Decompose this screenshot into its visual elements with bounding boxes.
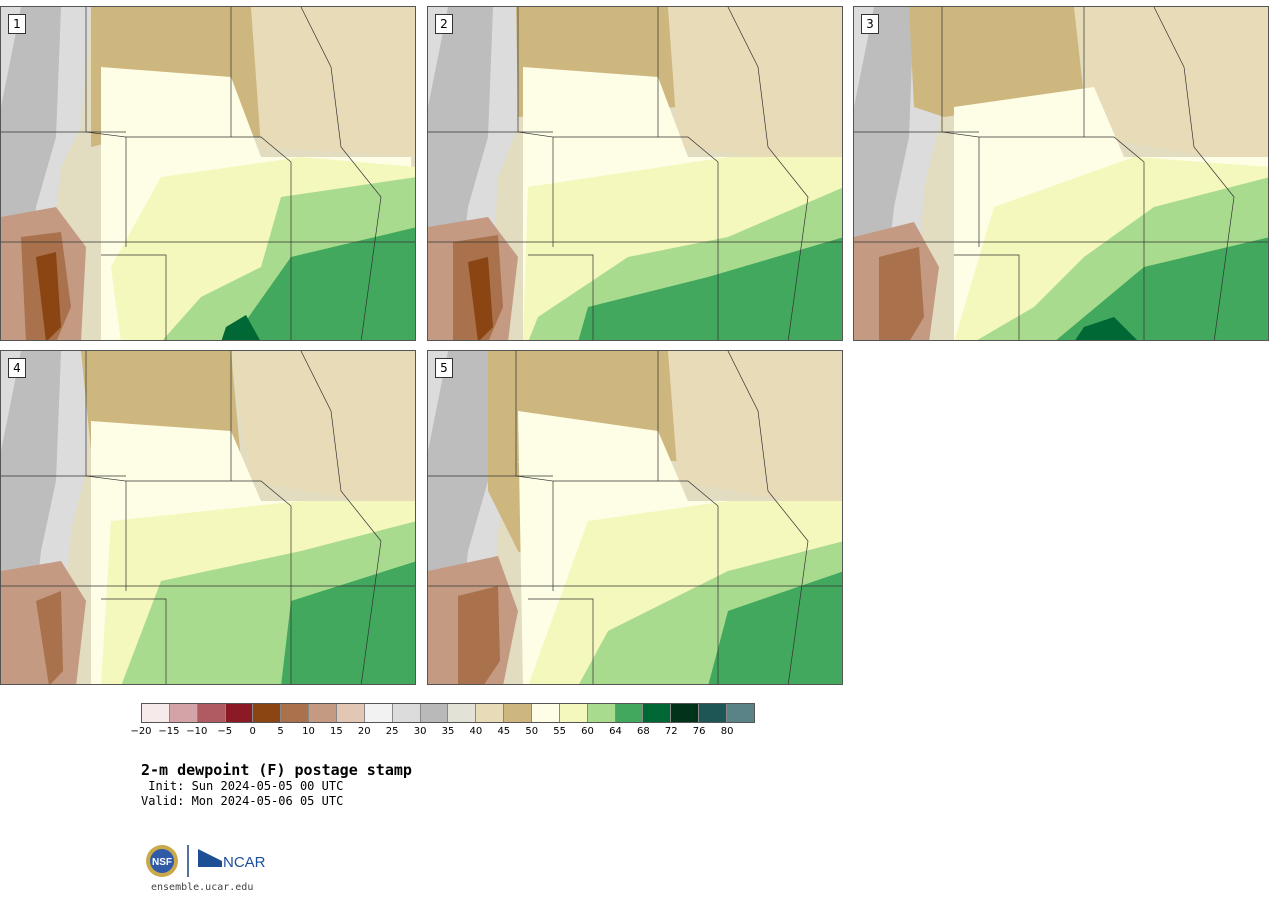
colorbar-segment — [142, 704, 170, 722]
colorbar-segment — [448, 704, 477, 722]
colorbar-tick-label: −10 — [186, 726, 208, 737]
colorbar-tick-label: 80 — [720, 726, 734, 737]
colorbar-segment — [309, 704, 338, 722]
logos: NSF NCAR — [144, 843, 274, 879]
valid-time: Valid: Mon 2024-05-06 05 UTC — [141, 794, 344, 808]
ncar-logo-text: NCAR — [223, 854, 266, 871]
colorbar-tick-label: 35 — [441, 726, 455, 737]
colorbar-segment — [671, 704, 700, 722]
colorbar-tick-label: 5 — [277, 726, 284, 737]
dewpoint-map — [428, 7, 842, 340]
nsf-ncar-logo: NSF NCAR — [146, 845, 266, 877]
panel-number: 2 — [435, 14, 453, 34]
colorbar-tick-label: 45 — [497, 726, 511, 737]
colorbar-segment — [225, 704, 254, 722]
colorbar-segment — [253, 704, 282, 722]
colorbar-tick-label: −5 — [217, 726, 233, 737]
colorbar-tick-label: 15 — [329, 726, 343, 737]
map-panel-2: 2 — [427, 6, 843, 341]
colorbar-segment — [476, 704, 505, 722]
map-panel-4: 4 — [0, 350, 416, 685]
site-url: ensemble.ucar.edu — [151, 882, 254, 893]
colorbar-segment — [337, 704, 365, 722]
colorbar-tick-label: 0 — [249, 726, 256, 737]
colorbar-tick-label: 30 — [413, 726, 427, 737]
dewpoint-map — [428, 351, 842, 684]
colorbar-segment — [643, 704, 672, 722]
nsf-logo-text: NSF — [152, 857, 172, 868]
colorbar-segment — [169, 704, 198, 722]
colorbar-segment — [504, 704, 533, 722]
colorbar-segment — [727, 704, 754, 722]
colorbar-tick-label: 50 — [525, 726, 539, 737]
colorbar-segment — [364, 704, 393, 722]
colorbar-tick-label: −20 — [130, 726, 152, 737]
colorbar-segment — [615, 704, 644, 722]
colorbar-segment — [559, 704, 588, 722]
panel-number: 4 — [8, 358, 26, 378]
map-panel-3: 3 — [853, 6, 1269, 341]
init-time: Init: Sun 2024-05-05 00 UTC — [141, 779, 344, 793]
page-title: 2-m dewpoint (F) postage stamp — [141, 761, 412, 779]
colorbar-segment — [392, 704, 421, 722]
colorbar-tick-label: 25 — [385, 726, 399, 737]
colorbar-tick-label: 72 — [664, 726, 678, 737]
colorbar-tick-label: 10 — [302, 726, 315, 737]
colorbar-tick-label: 55 — [553, 726, 566, 737]
colorbar-tick-label: 64 — [609, 726, 622, 737]
colorbar-ticks: −20 −15 −10 −5 0 5 10 15 20 25 30 35 40 45 50 55 60 64 68 7… — [130, 726, 755, 740]
map-panel-5: 5 — [427, 350, 843, 685]
panel-number: 1 — [8, 14, 26, 34]
colorbar-tick-label: 76 — [692, 726, 706, 737]
colorbar-segment — [281, 704, 310, 722]
dewpoint-map — [1, 7, 415, 340]
colorbar-segment — [532, 704, 560, 722]
colorbar — [141, 703, 755, 723]
colorbar-segment — [587, 704, 616, 722]
colorbar-tick-label: 40 — [469, 726, 483, 737]
panel-number: 3 — [861, 14, 879, 34]
colorbar-tick-label: 60 — [581, 726, 594, 737]
dewpoint-map — [1, 351, 415, 684]
map-panel-1: 1 — [0, 6, 416, 341]
colorbar-segment — [699, 704, 728, 722]
colorbar-tick-label: 68 — [636, 726, 650, 737]
colorbar-segment — [420, 704, 449, 722]
panel-number: 5 — [435, 358, 453, 378]
colorbar-tick-label: 20 — [357, 726, 371, 737]
dewpoint-map — [854, 7, 1268, 340]
colorbar-tick-label: −15 — [158, 726, 180, 737]
colorbar-segment — [197, 704, 226, 722]
